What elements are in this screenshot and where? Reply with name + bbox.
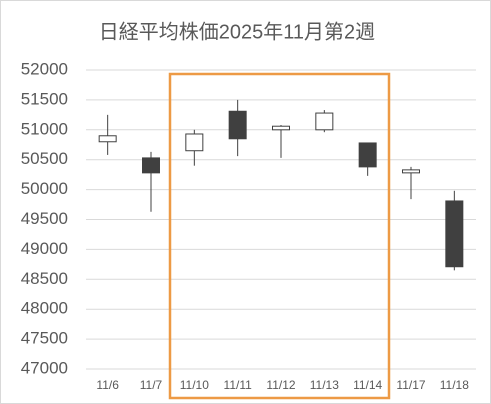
x-tick-label: 11/11	[224, 378, 253, 392]
candle-body	[185, 133, 204, 152]
y-tick-label: 49000	[21, 239, 68, 258]
candle-body	[272, 125, 290, 131]
highlight-box	[168, 72, 391, 400]
candle-body	[358, 142, 377, 168]
candle-body	[402, 169, 420, 174]
y-tick-label: 48000	[21, 299, 68, 318]
x-tick-label: 11/17	[396, 378, 425, 392]
y-tick-label: 51500	[21, 89, 68, 108]
x-tick-label: 11/12	[266, 378, 295, 392]
x-tick-label: 11/18	[440, 378, 469, 392]
y-tick-label: 51000	[21, 119, 68, 138]
y-tick-label: 50500	[21, 149, 68, 168]
x-tick-label: 11/13	[310, 378, 339, 392]
chart-title: 日経平均株価2025年11月第2週	[99, 20, 375, 43]
y-tick-label: 47500	[21, 329, 68, 348]
x-tick-label: 11/10	[180, 378, 209, 392]
x-tick-label: 11/6	[96, 378, 119, 392]
y-tick-label: 50000	[21, 179, 68, 198]
candle-body	[228, 110, 247, 140]
candle-body	[315, 112, 334, 131]
candle-body	[98, 135, 117, 143]
x-tick-label: 11/7	[140, 378, 163, 392]
y-tick-label: 47000	[21, 358, 68, 377]
candle-body	[142, 157, 160, 174]
y-tick-label: 52000	[21, 59, 68, 78]
x-tick-label: 11/14	[353, 378, 382, 392]
y-tick-label: 48500	[21, 269, 68, 288]
candle-body	[445, 200, 464, 268]
y-tick-label: 49500	[21, 209, 68, 228]
